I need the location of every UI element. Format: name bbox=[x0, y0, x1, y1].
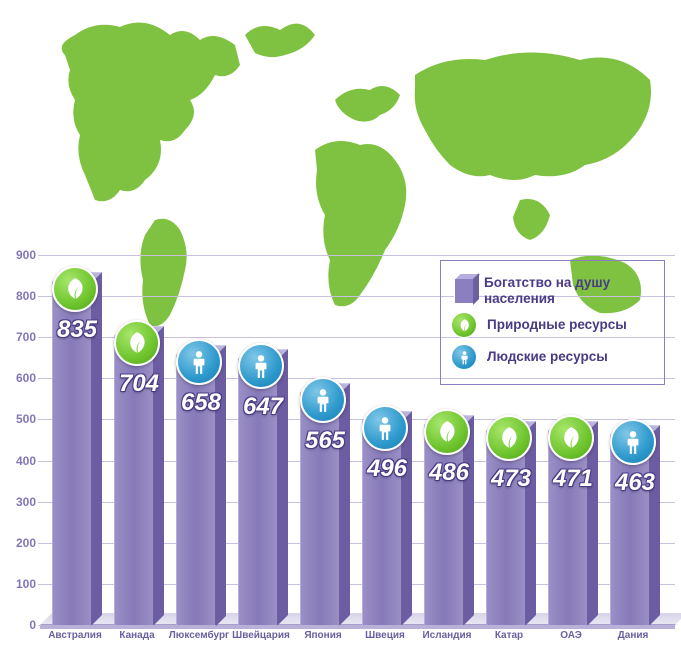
legend-swatch-bar bbox=[454, 278, 474, 304]
person-icon bbox=[238, 343, 284, 389]
legend-item-human: Людские ресурсы bbox=[451, 344, 654, 370]
bar-value: 486 bbox=[418, 459, 480, 487]
y-tick: 400 bbox=[16, 454, 36, 468]
legend-label: Природные ресурсы bbox=[487, 317, 627, 333]
person-icon bbox=[300, 377, 346, 423]
bar-value: 835 bbox=[46, 316, 108, 344]
legend: Богатство на душу населения Природные ре… bbox=[440, 260, 665, 385]
legend-label: Людские ресурсы bbox=[487, 349, 608, 365]
y-tick: 200 bbox=[16, 536, 36, 550]
x-label: Люксембург bbox=[168, 630, 230, 641]
leaf-icon bbox=[424, 409, 470, 455]
x-label: Катар bbox=[478, 630, 540, 641]
bar-value: 658 bbox=[170, 389, 232, 417]
x-axis: АвстралияКанадаЛюксембургШвейцарияЯпония… bbox=[40, 630, 675, 650]
y-tick: 600 bbox=[16, 371, 36, 385]
x-label: Швеция bbox=[354, 630, 416, 641]
bar-value: 565 bbox=[294, 427, 356, 455]
legend-item-wealth: Богатство на душу населения bbox=[451, 275, 654, 306]
bar-value: 473 bbox=[480, 465, 542, 493]
y-tick: 100 bbox=[16, 577, 36, 591]
y-tick: 300 bbox=[16, 495, 36, 509]
bar-value: 496 bbox=[356, 455, 418, 483]
x-label: Дания bbox=[602, 630, 664, 641]
y-tick: 0 bbox=[29, 618, 36, 632]
bar-value: 647 bbox=[232, 393, 294, 421]
bar-value: 463 bbox=[604, 469, 666, 497]
y-tick: 900 bbox=[16, 248, 36, 262]
person-icon bbox=[610, 419, 656, 465]
y-tick: 800 bbox=[16, 289, 36, 303]
legend-item-natural: Природные ресурсы bbox=[451, 312, 654, 338]
x-label: Швейцария bbox=[230, 630, 292, 641]
bar-value: 471 bbox=[542, 465, 604, 493]
bar-value: 704 bbox=[108, 370, 170, 398]
x-label: Япония bbox=[292, 630, 354, 641]
y-tick: 700 bbox=[16, 330, 36, 344]
leaf-icon bbox=[114, 320, 160, 366]
x-label: Австралия bbox=[44, 630, 106, 641]
x-label: Исландия bbox=[416, 630, 478, 641]
leaf-icon bbox=[451, 312, 477, 338]
leaf-icon bbox=[52, 266, 98, 312]
y-axis: 0100200300400500600700800900 bbox=[8, 255, 40, 625]
legend-label: Богатство на душу населения bbox=[484, 275, 654, 306]
person-icon bbox=[362, 405, 408, 451]
leaf-icon bbox=[486, 415, 532, 461]
person-icon bbox=[176, 339, 222, 385]
y-tick: 500 bbox=[16, 412, 36, 426]
x-label: Канада bbox=[106, 630, 168, 641]
x-label: ОАЭ bbox=[540, 630, 602, 641]
person-icon bbox=[451, 344, 477, 370]
